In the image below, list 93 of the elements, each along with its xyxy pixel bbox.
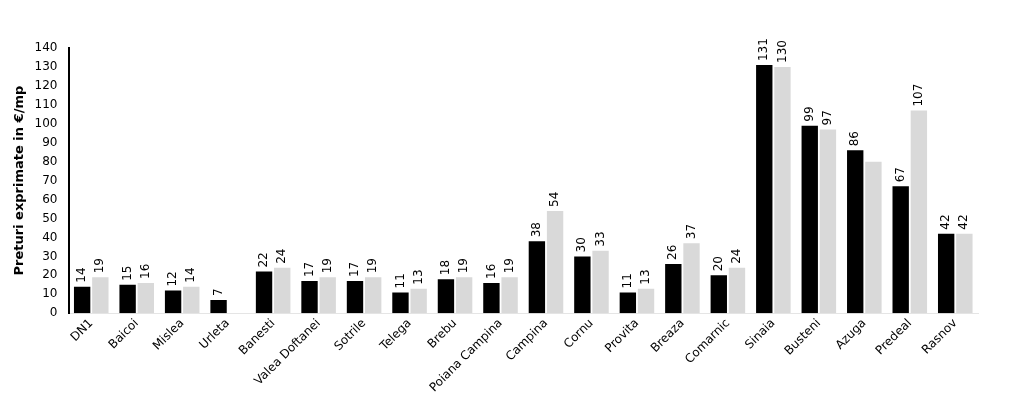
data-label: 33 (592, 231, 607, 247)
bar (392, 292, 409, 314)
data-label: 42 (956, 214, 971, 230)
y-tick-label: 30 (42, 248, 58, 263)
data-label: 24 (274, 248, 289, 264)
y-tick-label: 130 (34, 59, 58, 74)
data-label: 67 (892, 167, 907, 183)
y-tick-label: 70 (42, 172, 58, 187)
data-label: 30 (574, 237, 589, 253)
bar (346, 281, 364, 314)
bar (728, 267, 746, 314)
data-label: 11 (392, 273, 407, 289)
bar (892, 186, 909, 314)
y-axis-title: Preturi exprimate in €/mp (11, 85, 27, 276)
data-label: 11 (619, 273, 634, 289)
bar (574, 256, 591, 314)
data-label: 19 (92, 257, 107, 274)
bar (255, 271, 273, 314)
bar (137, 282, 154, 314)
bar (956, 233, 973, 314)
bar (937, 233, 955, 314)
data-label: 22 (256, 252, 271, 268)
bar (819, 129, 837, 314)
data-label: 14 (183, 267, 198, 283)
data-label: 13 (410, 269, 425, 285)
bar (437, 279, 455, 314)
bar (73, 286, 91, 314)
bar (92, 277, 109, 314)
data-label: 14 (74, 267, 89, 283)
bar (365, 277, 382, 314)
bar (865, 161, 882, 314)
data-label: 16 (483, 263, 498, 279)
bar (210, 300, 227, 314)
y-tick-label: 140 (34, 40, 58, 55)
y-tick-label: 80 (42, 153, 58, 168)
data-label: 7 (210, 288, 225, 296)
data-label: 17 (347, 261, 362, 278)
bar (274, 267, 291, 314)
data-label: 131 (756, 38, 771, 62)
y-tick-label: 90 (42, 134, 58, 149)
data-label: 24 (729, 248, 744, 264)
data-label: 26 (665, 244, 680, 260)
bar (410, 288, 427, 314)
bar (301, 281, 318, 314)
data-label: 107 (911, 83, 926, 107)
bar (455, 277, 473, 314)
data-label: 42 (938, 214, 953, 230)
y-tick-label: 100 (34, 115, 58, 130)
bar (665, 264, 682, 314)
bar (847, 150, 864, 314)
bar (119, 284, 136, 314)
bar (801, 125, 818, 314)
data-label: 130 (774, 40, 789, 63)
data-label: 86 (847, 131, 862, 147)
data-label: 12 (165, 271, 180, 287)
data-label: 13 (638, 269, 653, 285)
data-label: 99 (801, 106, 816, 122)
bar (683, 243, 700, 314)
bar (637, 288, 655, 314)
y-tick-label: 20 (42, 267, 58, 282)
bar (592, 250, 609, 314)
data-label: 16 (137, 263, 152, 279)
data-label: 54 (547, 191, 562, 207)
data-label: 19 (456, 257, 471, 274)
bar (183, 286, 200, 314)
bar (319, 277, 336, 314)
data-label: 17 (301, 261, 316, 278)
data-label: 19 (365, 257, 380, 274)
bar (164, 290, 182, 314)
bar (546, 210, 564, 314)
y-tick-label: 40 (42, 229, 58, 244)
y-tick-label: 110 (34, 96, 58, 111)
y-tick-label: 50 (42, 210, 58, 225)
bar (619, 292, 637, 314)
y-tick-label: 60 (42, 191, 58, 206)
data-label: 15 (119, 265, 134, 281)
y-tick-label: 10 (42, 286, 58, 301)
bar (501, 277, 518, 314)
bar (528, 241, 546, 314)
bar (774, 66, 791, 314)
data-label: 18 (438, 259, 453, 276)
y-tick-label: 120 (34, 78, 58, 93)
bar (756, 65, 773, 314)
data-label: 37 (683, 223, 698, 240)
bar (483, 282, 500, 314)
data-label: 38 (529, 221, 544, 238)
data-label: 19 (501, 257, 516, 274)
data-label: 20 (710, 256, 725, 272)
data-label: 97 (820, 110, 835, 126)
bar (910, 110, 928, 314)
bar (710, 275, 727, 314)
data-label: 19 (319, 257, 334, 274)
y-tick-label: 0 (49, 305, 58, 320)
